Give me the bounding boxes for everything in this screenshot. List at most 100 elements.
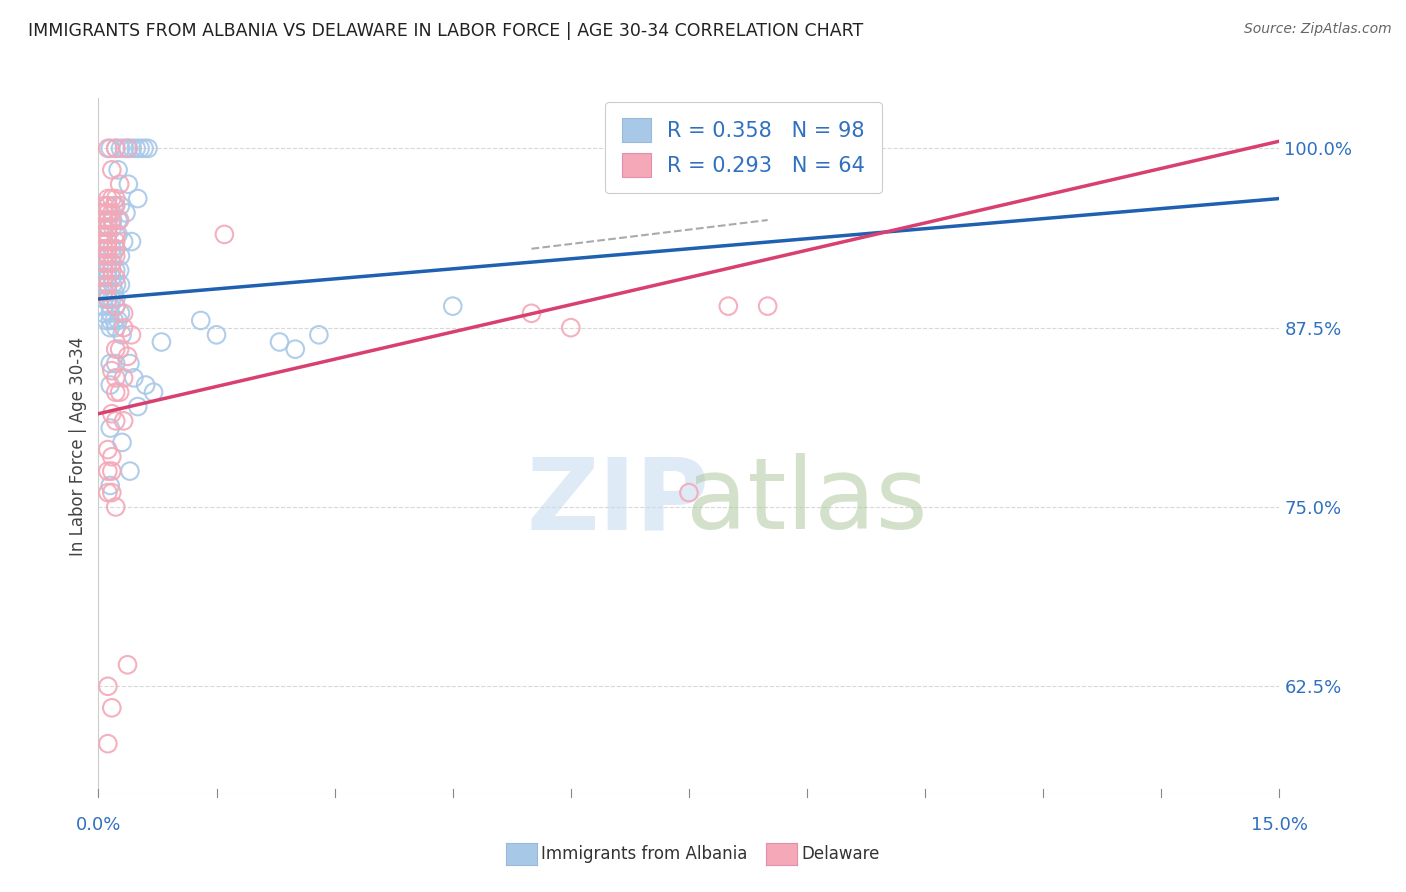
Point [93,263,115,277]
Point [112,235,135,249]
Legend: R = 0.358   N = 98, R = 0.293   N = 64: R = 0.358 N = 98, R = 0.293 N = 64 [605,102,882,194]
Point [104,227,127,242]
Point [98,313,121,327]
Point [98,378,121,392]
Point [93,292,115,306]
Point [117,177,139,191]
Point [122,371,145,385]
Point [93,256,115,270]
Point [98,320,121,334]
Point [101,242,124,256]
Point [93,213,115,227]
Point [101,485,124,500]
Point [97,292,120,306]
Point [117,349,139,363]
Text: 15.0%: 15.0% [1251,816,1308,834]
Point [125,141,148,155]
Point [104,141,127,155]
Point [117,657,139,672]
Point [205,327,228,342]
Point [108,213,131,227]
Point [97,270,120,285]
Point [104,249,127,263]
Point [101,364,124,378]
Point [104,357,127,371]
Point [104,371,127,385]
Point [104,320,127,334]
Point [560,320,582,334]
Point [135,378,157,392]
Point [101,270,124,285]
Point [101,162,124,177]
Point [93,277,115,292]
Point [98,478,121,492]
Point [104,299,127,313]
Point [97,442,120,457]
Point [97,277,120,292]
Point [93,220,115,235]
Point [97,737,120,751]
Point [104,500,127,514]
Point [97,679,120,693]
Point [93,249,115,263]
Point [132,141,155,155]
Point [103,199,125,213]
Point [101,277,124,292]
Point [117,141,139,155]
Point [93,199,115,213]
Point [93,285,115,299]
Point [97,242,120,256]
Point [93,227,115,242]
Text: Delaware: Delaware [801,845,880,863]
Point [105,277,128,292]
Point [117,141,139,155]
Point [104,342,127,356]
Point [101,701,124,715]
Point [101,213,124,227]
Point [98,357,121,371]
Point [93,242,115,256]
Point [93,220,115,235]
Text: ZIP: ZIP [527,453,710,550]
Point [104,292,127,306]
Point [98,306,121,320]
Text: Immigrants from Albania: Immigrants from Albania [541,845,748,863]
Point [111,327,134,342]
Point [97,485,120,500]
Point [756,299,779,313]
Point [121,235,143,249]
Point [93,270,115,285]
Point [110,277,132,292]
Point [97,199,120,213]
Point [101,220,124,235]
Point [108,342,131,356]
Point [97,292,120,306]
Point [142,385,165,400]
Point [98,141,121,155]
Point [101,256,124,270]
Point [107,227,129,242]
Point [97,464,120,478]
Point [108,385,131,400]
Point [97,263,120,277]
Point [97,213,120,227]
Point [150,334,173,349]
Text: atlas: atlas [686,453,928,550]
Point [97,256,120,270]
Point [97,220,120,235]
Point [93,235,115,249]
Point [284,342,307,356]
Point [112,414,135,428]
Point [108,177,131,191]
Point [93,263,115,277]
Point [97,206,120,220]
Text: 0.0%: 0.0% [76,816,121,834]
Y-axis label: In Labor Force | Age 30-34: In Labor Force | Age 30-34 [69,336,87,556]
Point [115,206,138,220]
Point [104,263,127,277]
Point [93,256,115,270]
Point [97,213,120,227]
Point [104,192,127,206]
Point [118,464,141,478]
Point [97,227,120,242]
